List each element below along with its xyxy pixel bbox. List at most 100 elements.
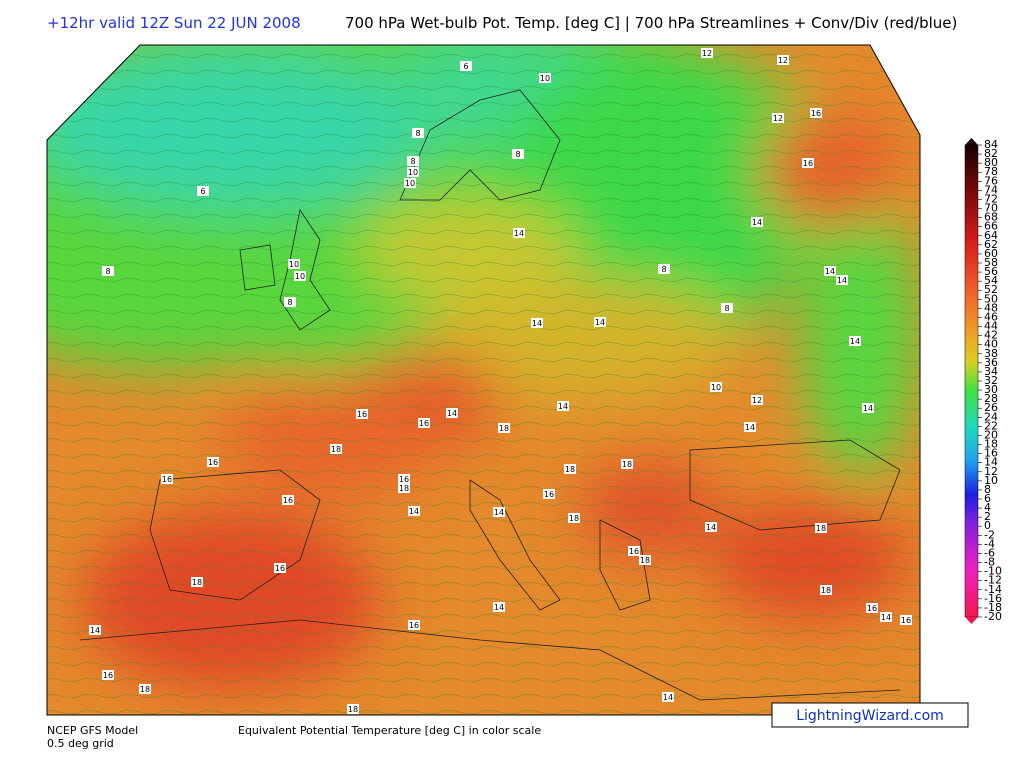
contour-label: 10 — [404, 178, 416, 188]
contour-label-box — [407, 167, 419, 177]
contour-label: 16 — [543, 489, 555, 499]
contour-label-text: 10 — [295, 272, 305, 281]
contour-label-text: 18 — [821, 586, 831, 595]
contour-label-box — [810, 108, 822, 118]
contour-label-text: 14 — [447, 409, 457, 418]
contour-label: 16 — [102, 670, 114, 680]
contour-label: 14 — [446, 408, 458, 418]
contour-label-box — [772, 113, 784, 123]
colorbar-label: -8 — [984, 556, 995, 569]
colorbar-label: 26 — [984, 401, 998, 414]
colorbar-label: -20 — [984, 610, 1002, 623]
contour-label-text: 14 — [409, 507, 419, 516]
colorbar-label: 42 — [984, 329, 998, 342]
contour-label: 18 — [621, 459, 633, 469]
colorbar-label: 8 — [984, 483, 991, 496]
contour-label: 12 — [701, 48, 713, 58]
contour-label-text: 10 — [289, 260, 299, 269]
contour-label-text: 18 — [348, 705, 358, 714]
contour-label: 14 — [662, 692, 674, 702]
contour-label-text: 14 — [494, 508, 504, 517]
colorbar-label: -18 — [984, 601, 1002, 614]
contour-label: 14 — [880, 612, 892, 622]
contour-label-text: 16 — [162, 475, 172, 484]
contour-label-text: 12 — [702, 49, 712, 58]
contour-label: 18 — [191, 577, 203, 587]
contour-label: 16 — [810, 108, 822, 118]
contour-label-text: 14 — [881, 613, 891, 622]
contour-label-box — [460, 61, 472, 71]
contour-label-box — [418, 418, 430, 428]
contour-label-text: 10 — [711, 383, 721, 392]
contour-label-box — [880, 612, 892, 622]
contour-label-box — [288, 259, 300, 269]
colorbar-label: 84 — [984, 138, 998, 151]
contour-label: 8 — [721, 303, 733, 313]
contour-label: 18 — [639, 555, 651, 565]
contour-label-text: 14 — [558, 402, 568, 411]
colorbar-label: 52 — [984, 283, 998, 296]
colorbar-label: 12 — [984, 465, 998, 478]
contour-label-box — [407, 156, 419, 166]
contour-label-box — [710, 382, 722, 392]
contour-label: 18 — [330, 444, 342, 454]
contour-label-box — [802, 158, 814, 168]
colorbar-label: -10 — [984, 565, 1002, 578]
colorbar-label: 72 — [984, 192, 998, 205]
contour-label-text: 16 — [629, 547, 639, 556]
map-title: 700 hPa Wet-bulb Pot. Temp. [deg C] | 70… — [345, 14, 957, 32]
colorbar-label: 58 — [984, 256, 998, 269]
contour-label: 8 — [102, 266, 114, 276]
contour-label-box — [139, 684, 151, 694]
colorbar-label: 18 — [984, 438, 998, 451]
colorbar-label: 46 — [984, 310, 998, 323]
contour-label: 16 — [418, 418, 430, 428]
contour-label-box — [191, 577, 203, 587]
colorbar-label: 16 — [984, 447, 998, 460]
contour-label-box — [412, 128, 424, 138]
contour-label: 18 — [820, 585, 832, 595]
colorbar-label: 70 — [984, 202, 998, 215]
colorbar-label: 24 — [984, 410, 998, 423]
contour-label: 14 — [862, 403, 874, 413]
contour-label-text: 14 — [825, 267, 835, 276]
colorbar-label: 56 — [984, 265, 998, 278]
contour-label-box — [282, 495, 294, 505]
contour-label-text: 8 — [410, 157, 415, 166]
contour-label-box — [512, 149, 524, 159]
contour-label: 10 — [407, 167, 419, 177]
contour-label-box — [207, 457, 219, 467]
contour-label-box — [446, 408, 458, 418]
contour-label-box — [824, 266, 836, 276]
contour-label-text: 8 — [661, 265, 666, 274]
contour-label-box — [705, 522, 717, 532]
run-label: +12hr valid 12Z Sun 22 JUN 2008 — [47, 14, 301, 32]
contour-label: 16 — [398, 474, 410, 484]
contour-label: 14 — [751, 217, 763, 227]
contour-label-box — [751, 217, 763, 227]
colorbar-label: -16 — [984, 592, 1002, 605]
colorbar: 8482807876747270686664626058565452504846… — [964, 138, 1002, 624]
contour-label-box — [658, 264, 670, 274]
contour-label-text: 18 — [569, 514, 579, 523]
contour-label-text: 10 — [540, 74, 550, 83]
contour-label-text: 8 — [105, 267, 110, 276]
contour-label-text: 14 — [837, 276, 847, 285]
contour-label-box — [820, 585, 832, 595]
contour-label-box — [404, 178, 416, 188]
contour-label-text: 14 — [752, 218, 762, 227]
contour-label-text: 12 — [773, 114, 783, 123]
contour-label: 18 — [139, 684, 151, 694]
contour-label-text: 8 — [515, 150, 520, 159]
colorbar-label: 64 — [984, 229, 998, 242]
contour-label: 18 — [564, 464, 576, 474]
contour-label: 14 — [531, 318, 543, 328]
contour-label-box — [398, 474, 410, 484]
contour-label: 14 — [594, 317, 606, 327]
colorbar-label: -14 — [984, 583, 1002, 596]
contour-label-box — [662, 692, 674, 702]
contour-label: 14 — [849, 336, 861, 346]
contour-label-box — [539, 73, 551, 83]
contour-label-box — [89, 625, 101, 635]
